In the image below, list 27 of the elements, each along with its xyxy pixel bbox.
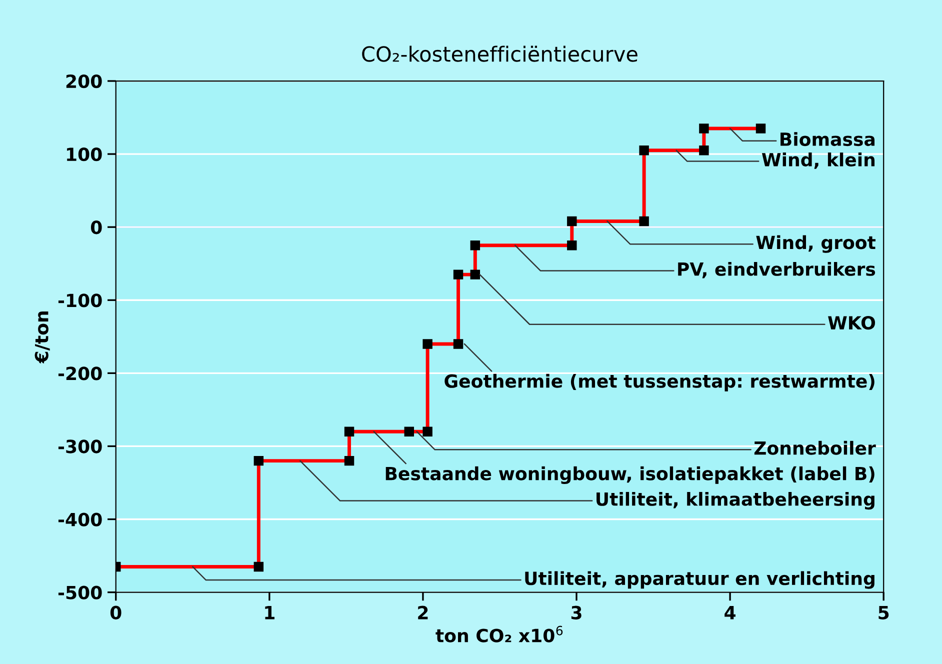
annotation: Zonneboiler xyxy=(754,440,876,455)
y-tick-label: 200 xyxy=(66,74,102,88)
annotation: Utiliteit, apparatuur en verlichting xyxy=(525,571,874,589)
x-tick-label: 5 xyxy=(878,606,889,620)
x-tick-label: 3 xyxy=(571,606,582,620)
y-tick-label: -500 xyxy=(58,586,102,600)
annotation: Biomassa xyxy=(780,132,874,146)
x-tick-label: 1 xyxy=(265,606,274,620)
annotation: WKO xyxy=(828,316,876,330)
y-axis-title: €/ton xyxy=(34,312,50,364)
annotation: Utiliteit, klimaatbeheersing xyxy=(596,492,874,510)
y-tick-label: 0 xyxy=(90,220,102,234)
x-tick-label: 2 xyxy=(418,606,428,620)
annotation: Bestaande woningbouw, isolatiepakket (label B) xyxy=(386,466,874,484)
x-axis-title: ton CO₂ x10$^{6}$ xyxy=(436,626,563,642)
y-tick-label: 100 xyxy=(67,148,102,162)
x-tick-label: 0 xyxy=(110,606,122,620)
y-tick-label: -300 xyxy=(58,440,102,454)
annotation: Wind, klein xyxy=(762,152,875,169)
y-tick-label: -200 xyxy=(58,366,102,380)
annotation: Wind, groot xyxy=(756,235,876,253)
x-tick-label: 4 xyxy=(724,606,736,620)
y-tick-label: -400 xyxy=(58,512,102,526)
chart-title: CO₂-kostenefficiëntiecurve xyxy=(362,46,638,62)
annotation: PV, eindverbruikers xyxy=(678,262,876,278)
annotation: Geothermie (met tussenstap: restwarmte) xyxy=(444,374,874,392)
y-tick-label: -100 xyxy=(58,294,102,308)
